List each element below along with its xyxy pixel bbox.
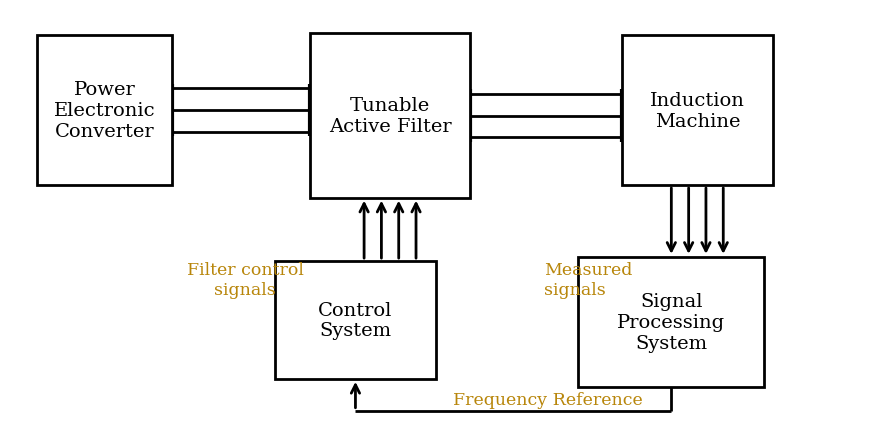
Text: Power
Electronic
Converter: Power Electronic Converter — [54, 81, 155, 141]
Bar — [37, 36, 172, 186]
Bar — [275, 262, 436, 379]
Text: Induction
Machine: Induction Machine — [650, 92, 745, 130]
Text: Frequency Reference: Frequency Reference — [453, 391, 643, 409]
Bar — [622, 36, 773, 186]
Text: Filter control
signals: Filter control signals — [186, 262, 303, 298]
Bar — [310, 35, 470, 198]
Text: Measured
signals: Measured signals — [544, 262, 632, 298]
Text: Tunable
Active Filter: Tunable Active Filter — [328, 97, 451, 135]
Bar — [578, 257, 765, 388]
Text: Control
System: Control System — [318, 301, 393, 340]
Text: Signal
Processing
System: Signal Processing System — [618, 293, 726, 352]
